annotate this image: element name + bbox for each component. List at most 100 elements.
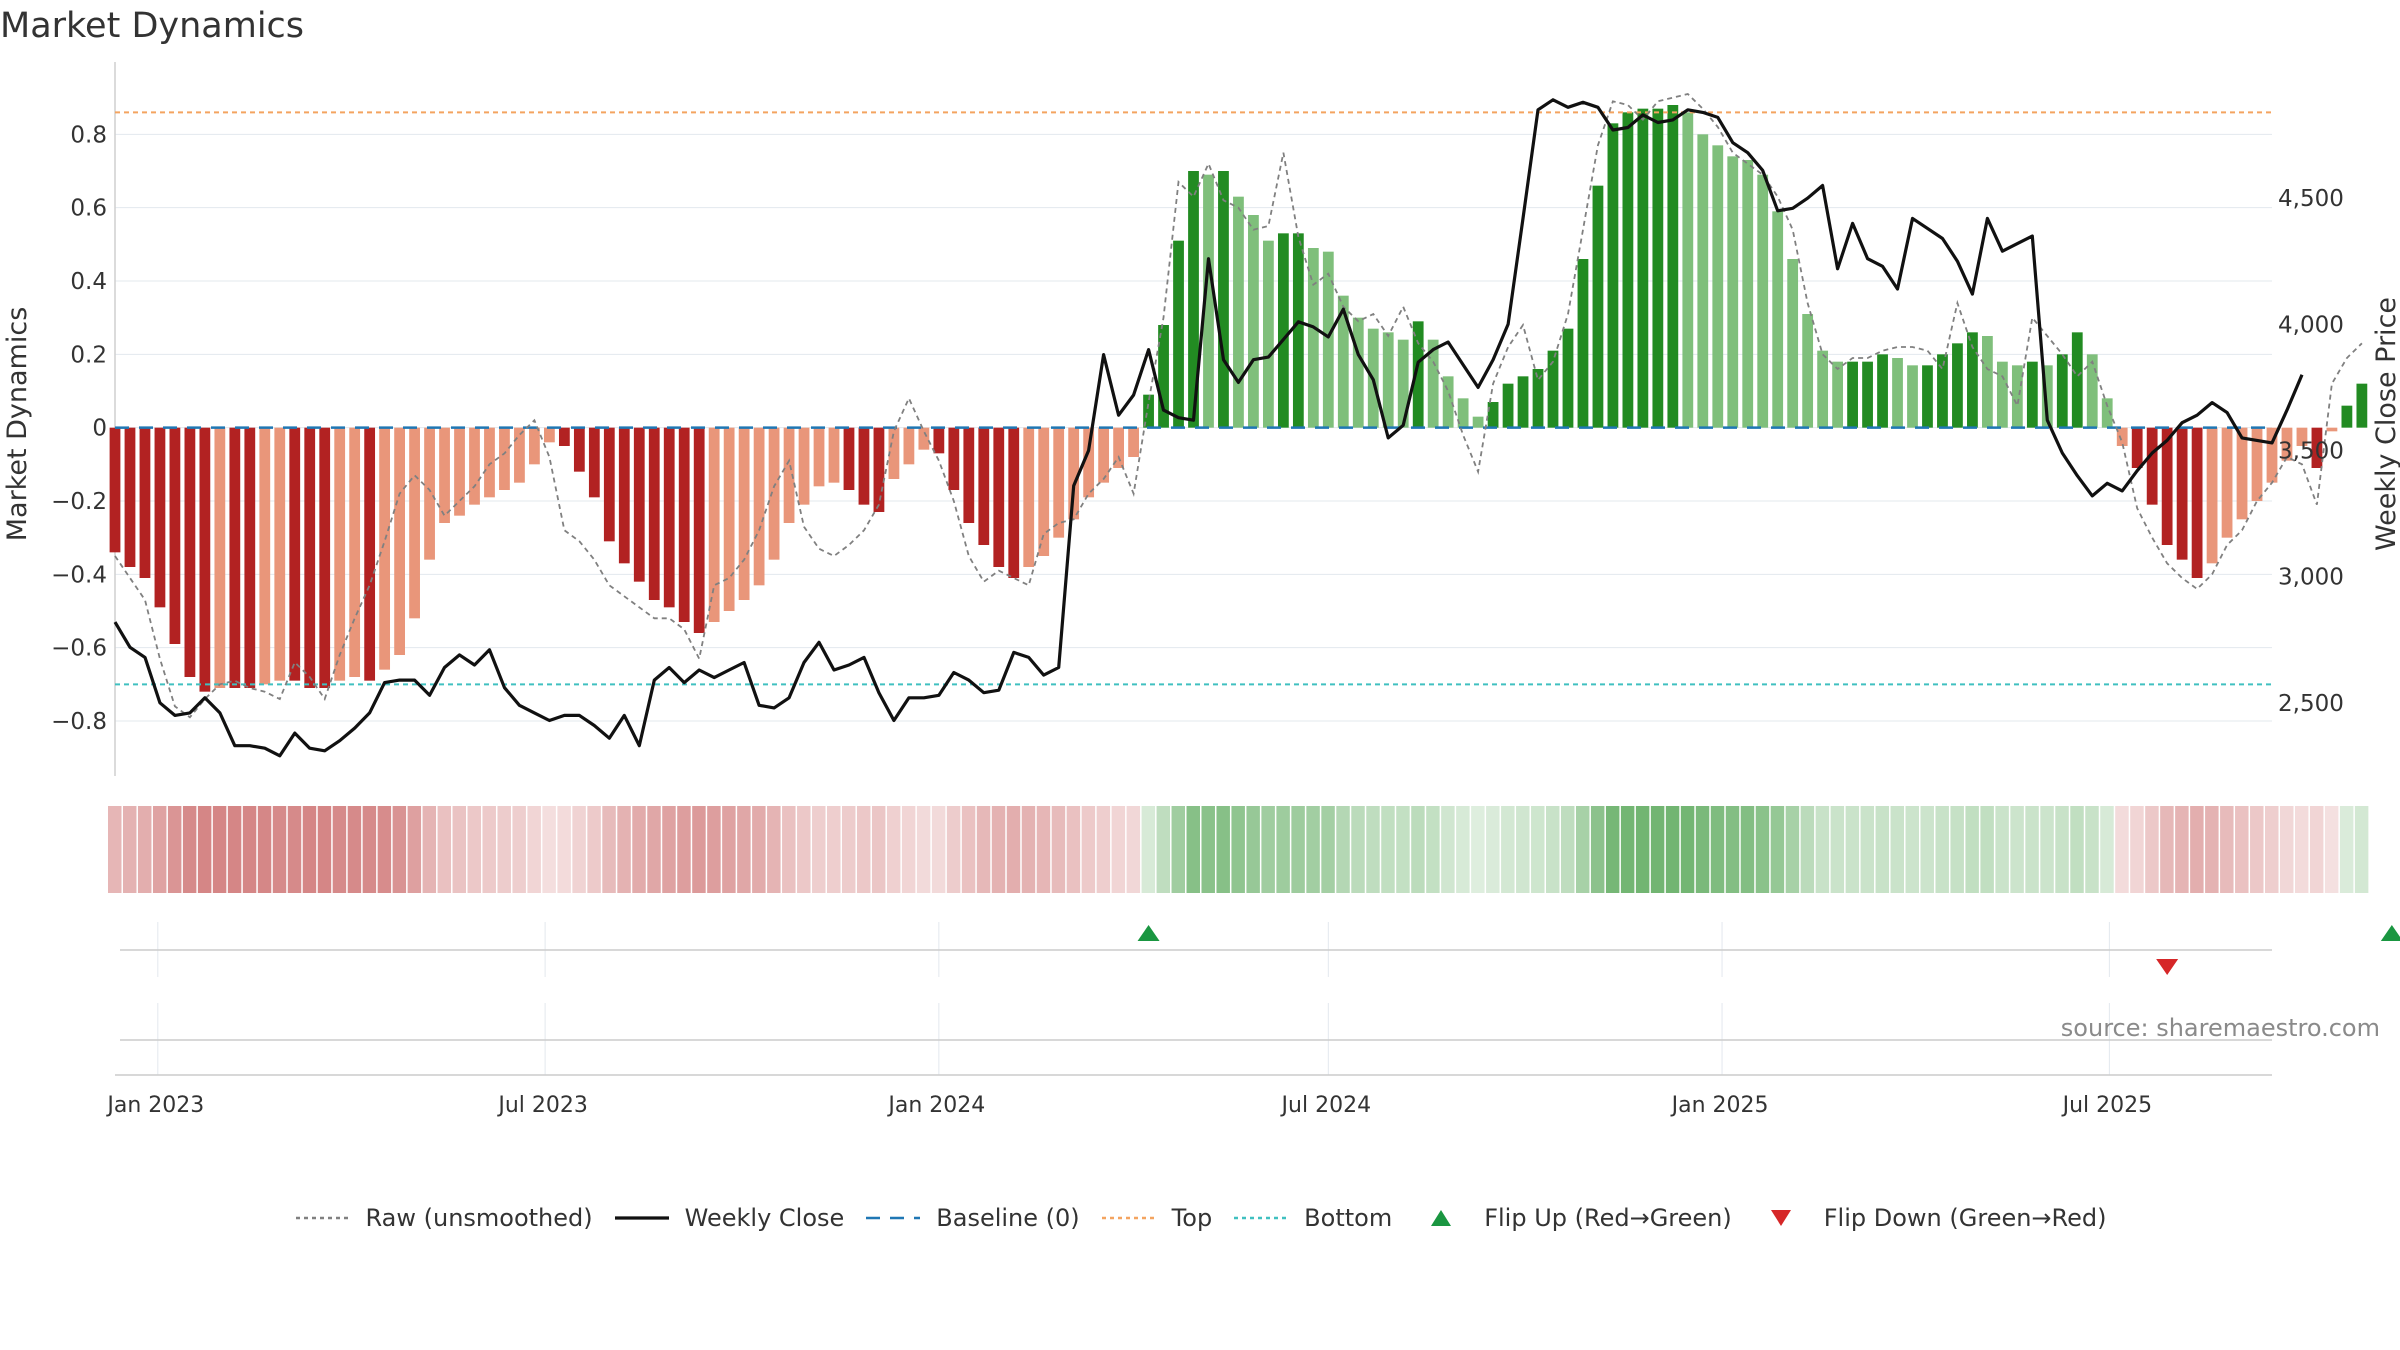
y-right-tick-label: 3,500: [2278, 438, 2344, 464]
dynamics-bar: [1442, 376, 1454, 428]
dynamics-bar: [274, 427, 286, 681]
dynamics-bar: [888, 427, 900, 479]
heat-strip-cell: [257, 806, 272, 893]
heat-strip-cell: [2220, 806, 2234, 893]
dynamics-bar: [424, 427, 435, 560]
heat-strip-cell: [1635, 806, 1650, 893]
heat-strip-cell: [632, 806, 646, 893]
heat-strip-cell: [242, 806, 257, 893]
dynamics-bar: [1083, 427, 1095, 498]
dynamics-bar: [1203, 174, 1214, 428]
heat-strip-cell: [841, 806, 856, 893]
dynamics-bar: [2041, 365, 2053, 428]
heat-strip-cell: [2175, 806, 2189, 893]
heat-strip-cell: [1081, 806, 1096, 893]
heat-strip-cell: [2040, 806, 2054, 893]
dynamics-bar: [948, 427, 960, 490]
dynamics-bar: [2116, 427, 2128, 446]
heat-strip-cell: [797, 806, 811, 893]
dynamics-bar: [588, 427, 600, 498]
heat-strip-cell: [737, 806, 751, 893]
dynamics-bar: [2086, 354, 2098, 428]
heat-strip-cell: [1815, 806, 1830, 893]
heat-strip-cell: [1965, 806, 1979, 893]
heat-strip-cell: [1665, 806, 1680, 893]
source-credit: source: sharemaestro.com: [2060, 1014, 2380, 1042]
dynamics-bar: [813, 427, 825, 487]
heat-strip-cell: [1036, 806, 1051, 893]
dynamics-bar: [723, 427, 735, 611]
heat-strip-cell: [572, 806, 586, 893]
heat-strip-cell: [1051, 806, 1066, 893]
dynamics-bar: [1322, 251, 1334, 428]
dynamics-bar: [529, 427, 540, 465]
dynamics-bar: [1562, 328, 1574, 428]
dynamics-bar: [1173, 240, 1184, 428]
dynamics-bar: [2311, 427, 2323, 468]
heat-strip-cell: [707, 806, 721, 893]
y-right-axis-title: Weekly Close Price: [2371, 297, 2400, 551]
heat-strip-cell: [1171, 806, 1186, 893]
heat-strip-cell: [108, 806, 122, 893]
y-tick-label: −0.6: [51, 636, 107, 662]
y-tick-label: 0.6: [70, 196, 107, 222]
dynamics-bar: [1892, 358, 1903, 428]
heat-strip-cell: [1156, 806, 1171, 893]
heat-strip-cell: [602, 806, 616, 893]
heat-strip-cell: [1546, 806, 1560, 893]
dynamics-bar: [1143, 394, 1154, 428]
legend-label-baseline: Baseline (0): [936, 1204, 1080, 1232]
heat-strip-cell: [1890, 806, 1905, 893]
dynamics-bar: [708, 427, 720, 622]
heat-strip-cell: [1111, 806, 1126, 893]
dynamics-bar: [1352, 317, 1364, 428]
heat-strip-cell: [722, 806, 736, 893]
x-tick-label: Jul 2023: [496, 1093, 588, 1118]
dynamics-bar: [1952, 343, 1963, 428]
dynamics-bar: [1307, 248, 1319, 428]
raw-line: [114, 93, 2363, 719]
heat-strip-cell: [332, 806, 347, 893]
dynamics-bar: [1487, 402, 1499, 428]
dynamics-bar: [1038, 427, 1050, 556]
heat-strip-cell: [1830, 806, 1845, 893]
dynamics-bar: [1023, 427, 1035, 567]
dynamics-bar: [244, 427, 256, 688]
heat-strip-cell: [1021, 806, 1036, 893]
heat-strip-cell: [2324, 806, 2339, 893]
heat-strip-cell: [302, 806, 317, 893]
heat-strip-cell: [167, 806, 182, 893]
heat-strip-cell: [2115, 806, 2129, 893]
dynamics-bar: [648, 427, 660, 600]
dynamics-bar: [678, 427, 690, 622]
heat-strip-cell: [1501, 806, 1515, 893]
dynamics-bar: [1652, 108, 1664, 428]
y-tick-label: −0.4: [51, 562, 107, 588]
dynamics-bar: [1637, 108, 1649, 428]
legend-item-raw: Raw (unsmoothed): [294, 1204, 593, 1232]
heat-strip-cell: [1276, 806, 1290, 893]
legend-label-raw: Raw (unsmoothed): [365, 1204, 593, 1232]
dynamics-bar: [514, 427, 525, 483]
dynamics-bar: [169, 427, 181, 644]
heat-strip-cell: [1066, 806, 1081, 893]
heat-strip-cell: [1710, 806, 1725, 893]
heat-strip-cell: [2279, 806, 2294, 893]
dynamics-bar: [1667, 105, 1679, 428]
dynamics-bar: [1068, 427, 1080, 520]
heat-strip-cell: [1770, 806, 1785, 893]
heat-strip-cell: [991, 806, 1006, 893]
dynamics-bar: [663, 427, 675, 608]
dynamics-bar: [1233, 196, 1244, 428]
heat-strip-cell: [1306, 806, 1320, 893]
dynamics-bar: [1727, 156, 1739, 428]
dynamics-bar: [379, 427, 391, 670]
legend-item-flip_down: Flip Down (Green→Red): [1752, 1204, 2107, 1232]
dynamics-bar: [798, 427, 810, 505]
dynamics-bar: [124, 427, 136, 567]
y-tick-label: 0.4: [70, 269, 107, 295]
dynamics-bar: [1098, 427, 1110, 483]
legend-label-close: Weekly Close: [684, 1204, 845, 1232]
heat-strip-cell: [976, 806, 991, 893]
heat-strip-cell: [467, 806, 481, 893]
